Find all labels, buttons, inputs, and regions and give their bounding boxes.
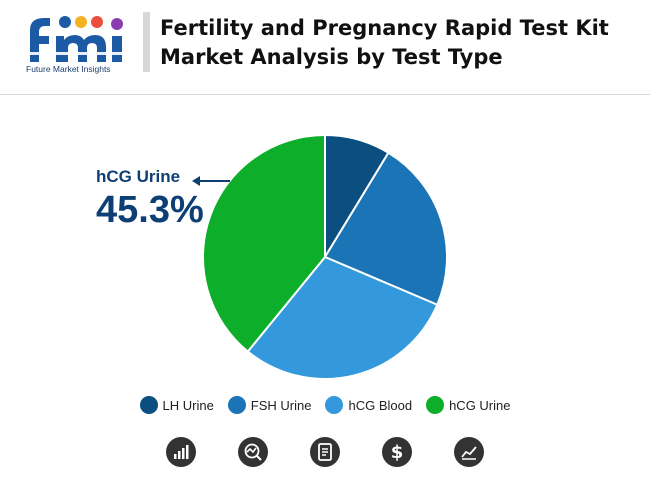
- chart-legend: LH Urine FSH Urine hCG Blood hCG Urine: [0, 394, 650, 416]
- legend-item: hCG Urine: [426, 396, 511, 414]
- header-divider: [143, 12, 150, 72]
- bar-growth-icon[interactable]: [166, 437, 196, 467]
- header-rule: [0, 94, 650, 95]
- dollar-glyph: $: [390, 441, 404, 463]
- pie-slice-hcg-blood: [246, 255, 439, 380]
- legend-swatch: [227, 396, 246, 414]
- line-chart-icon[interactable]: [454, 437, 484, 467]
- legend-label: LH Urine: [162, 397, 214, 413]
- logo-tagline: Future Market Insights: [26, 64, 111, 74]
- legend-swatch: [139, 396, 158, 414]
- header: Future Market Insights Fertility and Pre…: [0, 0, 650, 95]
- callout-arrow-icon: [192, 176, 230, 186]
- report-document-icon[interactable]: [310, 437, 340, 467]
- pie-slice-fsh-urine: [323, 151, 448, 307]
- market-trend-icon[interactable]: [238, 437, 268, 467]
- legend-swatch: [426, 396, 445, 414]
- dollar-icon[interactable]: $: [382, 437, 412, 467]
- callout-label: hCG Urine: [96, 167, 181, 186]
- legend-label: FSH Urine: [250, 397, 312, 413]
- fmi-logo: Future Market Insights: [20, 12, 140, 78]
- legend-item: FSH Urine: [227, 396, 312, 414]
- callout-value: 45.3%: [96, 189, 204, 231]
- legend-label: hCG Blood: [348, 397, 413, 413]
- legend-item: hCG Blood: [325, 396, 412, 414]
- fmi-logo-mark: [24, 16, 132, 62]
- highlight-callout: hCG Urine 45.3%: [96, 167, 246, 232]
- pie-slice-hcg-urine: [202, 133, 326, 353]
- bottom-icon-row: $: [0, 437, 650, 469]
- page-title: Fertility and Pregnancy Rapid Test Kit M…: [160, 16, 609, 69]
- pie-chart: [202, 133, 448, 380]
- legend-label: hCG Urine: [449, 397, 511, 413]
- legend-item: LH Urine: [139, 396, 214, 414]
- legend-swatch: [325, 396, 344, 414]
